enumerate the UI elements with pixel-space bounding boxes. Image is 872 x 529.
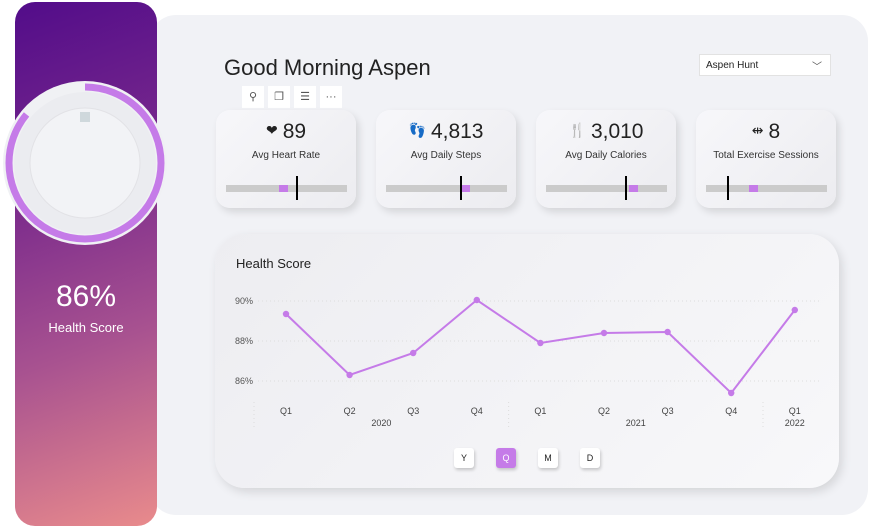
x-tick-label: Q1 xyxy=(534,406,546,416)
x-tick-label: Q1 xyxy=(280,406,292,416)
x-tick-label: Q2 xyxy=(598,406,610,416)
kpi-card: 👣 4,813 Avg Daily Steps xyxy=(376,110,516,208)
granularity-button-d[interactable]: D xyxy=(580,448,600,468)
y-tick-label: 90% xyxy=(235,296,253,306)
data-point[interactable] xyxy=(473,296,480,304)
data-point[interactable] xyxy=(537,339,544,347)
y-tick-label: 86% xyxy=(235,376,253,386)
granularity-button-q[interactable]: Q xyxy=(496,448,516,468)
data-point[interactable] xyxy=(282,310,290,318)
dumbbell-icon: ⇹ xyxy=(751,122,764,138)
page-title: Good Morning Aspen xyxy=(224,55,431,80)
data-point[interactable] xyxy=(600,329,608,337)
chart-title: Health Score xyxy=(236,256,312,271)
kpi-label: Avg Daily Steps xyxy=(410,150,482,161)
pin-icon[interactable]: ⚲ xyxy=(242,86,264,108)
user-select[interactable]: Aspen Hunt ﹀ xyxy=(699,54,831,76)
visual-toolbar: ⚲ ❐ ☰ ··· xyxy=(242,86,342,108)
data-point[interactable] xyxy=(664,328,671,336)
year-label: 2021 xyxy=(626,418,646,428)
kpi-bullet-bar xyxy=(706,176,827,200)
fork-knife-icon: 🍴 xyxy=(568,122,586,138)
kpi-bar-fill xyxy=(278,185,288,192)
kpi-target-marker xyxy=(296,176,299,200)
user-select-value: Aspen Hunt xyxy=(706,60,759,71)
x-tick-label: Q3 xyxy=(662,406,674,416)
x-tick-label: Q2 xyxy=(344,406,356,416)
health-score-chart-card xyxy=(215,234,839,488)
kpi-bar-fill xyxy=(749,185,759,192)
x-tick-label: Q3 xyxy=(407,406,419,416)
data-point[interactable] xyxy=(410,349,417,357)
kpi-bar-fill xyxy=(460,185,470,192)
broken-image-icon xyxy=(80,112,90,122)
health-score-value: 86% xyxy=(55,280,117,313)
kpi-value: 89 xyxy=(282,120,307,143)
y-tick-label: 88% xyxy=(235,336,253,346)
kpi-value: 4,813 xyxy=(430,120,484,143)
granularity-button-m[interactable]: M xyxy=(538,448,558,468)
filter-icon[interactable]: ☰ xyxy=(294,86,316,108)
data-point[interactable] xyxy=(791,306,798,314)
heart-icon: ❤ xyxy=(265,122,278,138)
kpi-bullet-bar xyxy=(546,176,667,200)
kpi-label: Avg Heart Rate xyxy=(251,150,321,161)
more-icon[interactable]: ··· xyxy=(320,86,342,108)
kpi-value: 3,010 xyxy=(590,120,644,143)
kpi-bar-fill xyxy=(629,185,639,192)
year-label: 2020 xyxy=(371,418,391,428)
x-tick-label: Q1 xyxy=(789,406,801,416)
kpi-card: ⇹ 8 Total Exercise Sessions xyxy=(696,110,836,208)
health-score-ring xyxy=(2,80,168,246)
chevron-down-icon: ﹀ xyxy=(812,62,822,73)
x-tick-label: Q4 xyxy=(471,406,483,416)
kpi-bullet-bar xyxy=(226,176,347,200)
kpi-bullet-bar xyxy=(386,176,507,200)
kpi-card: 🍴 3,010 Avg Daily Calories xyxy=(536,110,676,208)
footsteps-icon: 👣 xyxy=(408,122,426,138)
kpi-target-marker xyxy=(624,176,627,200)
health-score-label: Health Score xyxy=(48,320,124,335)
health-score: 86% Health Score xyxy=(15,280,157,335)
kpi-target-marker xyxy=(726,176,729,200)
copy-icon[interactable]: ❐ xyxy=(268,86,290,108)
year-label: 2022 xyxy=(785,418,805,428)
data-point[interactable] xyxy=(728,389,735,397)
kpi-label: Avg Daily Calories xyxy=(565,150,647,161)
data-point[interactable] xyxy=(346,371,353,379)
kpi-label: Total Exercise Sessions xyxy=(713,150,819,161)
kpi-target-marker xyxy=(459,176,462,200)
series-line xyxy=(285,298,796,395)
x-tick-label: Q4 xyxy=(725,406,737,416)
kpi-card: ❤ 89 Avg Heart Rate xyxy=(216,110,356,208)
kpi-value: 8 xyxy=(768,120,781,143)
granularity-button-y[interactable]: Y xyxy=(454,448,474,468)
